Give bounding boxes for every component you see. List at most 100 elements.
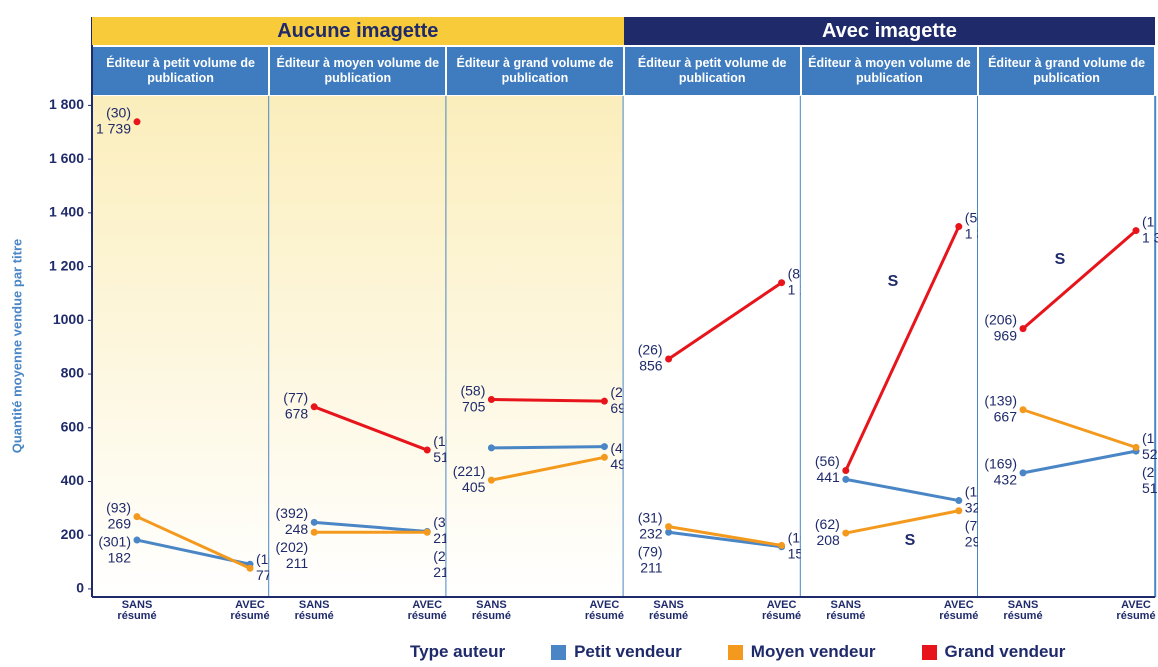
group-header: Avec imagette [623, 17, 1156, 45]
point [487, 444, 495, 452]
point [842, 529, 850, 537]
count-label: (169) [984, 456, 1017, 472]
x-tick-label: AVEC résumé [230, 599, 270, 622]
panel-header: Éditeur à petit volume de publication [624, 47, 800, 95]
point [955, 497, 963, 505]
count-label: (26) [638, 342, 663, 358]
point [600, 453, 608, 461]
count-label: (221) [453, 463, 486, 479]
x-tick-label: SANS résumé [117, 599, 157, 622]
series-line [491, 455, 605, 482]
point [246, 564, 254, 572]
point [955, 507, 963, 515]
point [133, 118, 141, 126]
y-tick-label: 400 [61, 472, 85, 488]
panel-background [446, 96, 624, 597]
point [310, 518, 318, 526]
series-line [314, 520, 428, 533]
value-label: 527 [1142, 446, 1158, 462]
legend-swatch [921, 644, 937, 660]
legend-label: Grand vendeur [944, 642, 1066, 661]
panel-header: Éditeur à moyen volume de publication [270, 47, 446, 95]
legend-label: Moyen vendeur [750, 642, 876, 661]
legend-swatch [727, 644, 743, 660]
series-line [1022, 449, 1137, 475]
value-label: 1 739 [96, 120, 131, 136]
count-label: (2 739) [1142, 464, 1158, 480]
count-label: (77) [283, 390, 308, 406]
value-label: 856 [639, 358, 663, 374]
value-label: 969 [994, 327, 1018, 343]
point [1019, 469, 1027, 477]
x-tick-label: SANS résumé [649, 599, 689, 622]
panel-header: Éditeur à petit volume de publication [93, 47, 269, 95]
panel-header: Éditeur à grand volume de publication [447, 47, 623, 95]
series-line [491, 398, 605, 403]
count-label: (31) [638, 509, 663, 525]
value-label: 269 [108, 515, 132, 531]
x-tick-label: AVEC résumé [1116, 599, 1156, 622]
x-tick-label: AVEC résumé [584, 599, 624, 622]
annotation: S [888, 273, 899, 290]
count-label: (202) [276, 539, 309, 555]
point [778, 541, 786, 549]
point [1019, 406, 1027, 414]
group-header: Aucune imagette [92, 17, 624, 45]
count-label: (1 609) [1142, 430, 1158, 446]
panel-header: Éditeur à grand volume de publication [979, 47, 1155, 95]
point [310, 528, 318, 536]
count-label: (93) [106, 499, 131, 515]
point [133, 536, 141, 544]
point [665, 355, 673, 363]
count-label: (30) [106, 104, 131, 120]
point [600, 397, 608, 405]
x-tick-label: SANS résumé [294, 599, 334, 622]
x-tick-label: SANS résumé [826, 599, 866, 622]
y-axis-title: Quantité moyenne vendue par titre [9, 239, 24, 454]
panel-background [92, 96, 270, 597]
panel-header: Éditeur à moyen volume de publication [801, 47, 977, 95]
series-line [845, 477, 960, 503]
y-tick-label: 1 600 [49, 150, 84, 166]
y-tick-label: 1000 [53, 311, 84, 327]
count-label: (392) [276, 505, 309, 521]
point [487, 396, 495, 404]
count-label: (79) [638, 543, 663, 559]
value-label: 208 [816, 532, 840, 548]
legend: Type auteur Petit vendeur Moyen vendeur Gra… [410, 642, 1065, 662]
point [665, 523, 673, 531]
x-tick-label: AVEC résumé [407, 599, 447, 622]
legend-title: Type auteur [410, 642, 506, 661]
y-tick-label: 1 200 [49, 257, 84, 273]
value-label: 211 [640, 559, 663, 575]
count-label: (206) [984, 311, 1017, 327]
point [842, 466, 850, 474]
count-label: (139) [984, 392, 1017, 408]
value-label: 248 [285, 521, 309, 537]
point [1132, 443, 1140, 451]
series-line [1022, 229, 1137, 330]
x-tick-label: AVEC résumé [762, 599, 802, 622]
point [842, 475, 850, 483]
value-label: 667 [994, 408, 1018, 424]
value-label: 211 [286, 555, 309, 571]
value-label: 441 [816, 469, 840, 485]
point [1132, 227, 1140, 235]
legend-label: Petit vendeur [574, 642, 682, 661]
point [955, 223, 963, 231]
value-label: 678 [285, 406, 309, 422]
count-label: (62) [815, 516, 840, 532]
point [133, 513, 141, 521]
point [423, 446, 431, 454]
panel-background [623, 96, 801, 597]
y-tick-label: 0 [76, 580, 84, 596]
y-tick-label: 800 [61, 365, 85, 381]
count-label: (301) [98, 533, 131, 549]
series-line [668, 530, 782, 549]
value-label: 705 [462, 398, 486, 414]
series-line [668, 525, 782, 547]
y-tick-label: 1 800 [49, 96, 84, 112]
point [423, 528, 431, 536]
